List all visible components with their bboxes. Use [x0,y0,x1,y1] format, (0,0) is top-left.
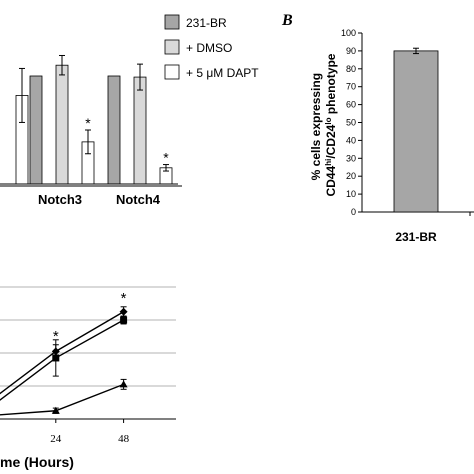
growth-line-chart: 24 48 * * [0,286,176,445]
legend-label-1: + DMSO [186,41,232,55]
series-line-triangle [0,383,124,416]
cd44-y-axis-label-line2: CD44hi/CD24lo phenotype [324,53,338,196]
legend-swatch-0 [164,14,180,30]
legend-swatch-1 [164,39,180,55]
series-line-diamond [0,311,124,395]
series-line-square [0,319,124,401]
y-tick-label-60: 60 [346,100,356,110]
bar-Notch3-1 [55,64,69,185]
y-tick-label-10: 10 [346,189,356,199]
bar-Notch4-0 [107,75,121,185]
point-diamond-2 [119,307,128,316]
category-label-231-BR: 231-BR [395,230,437,244]
point-square-2 [120,316,128,324]
legend-label-2: + 5 μM DAPT [186,66,259,80]
cd44-bar-chart: 0 10 20 30 40 50 60 70 80 90 100 231-BR [341,28,474,244]
notch-bar-chart: 2*Notch3*Notch4 [0,54,182,207]
significance-star-24: * [53,328,59,345]
significance-star: * [163,150,169,166]
legend-label-0: 231-BR [186,16,227,30]
point-triangle-1 [51,406,60,414]
line-chart-x-axis-label: me (Hours) [0,454,74,470]
point-square-1 [52,354,60,362]
y-tick-label-80: 80 [346,64,356,74]
category-label-Notch4: Notch4 [116,192,161,207]
bar-231-BR [393,50,439,213]
y-tick-label-0: 0 [351,207,356,217]
y-tick-label-90: 90 [346,46,356,56]
y-tick-label-50: 50 [346,118,356,128]
bar-Notch4-1 [133,76,147,185]
y-tick-label-70: 70 [346,82,356,92]
x-tick-label-48: 48 [118,433,130,445]
cd44-y-axis-label-line1: % cells expressing [309,73,323,180]
y-tick-label-20: 20 [346,171,356,181]
point-triangle-2 [119,380,128,388]
significance-star: * [85,115,91,131]
x-tick-label-24: 24 [50,433,62,445]
bar-Notch3-0 [29,75,43,185]
category-label-Notch3: Notch3 [38,192,82,207]
cd44-y-axis-label: % cells expressing CD44hi/CD24lo phenoty… [309,53,338,196]
bar-chart-legend: 231-BR + DMSO + 5 μM DAPT [164,14,259,80]
panel-b-letter: B [281,12,293,29]
legend-swatch-2 [164,64,180,80]
y-tick-label-30: 30 [346,153,356,163]
y-tick-label-100: 100 [341,28,356,38]
y-tick-label-40: 40 [346,135,356,145]
significance-star-48: * [121,290,127,307]
